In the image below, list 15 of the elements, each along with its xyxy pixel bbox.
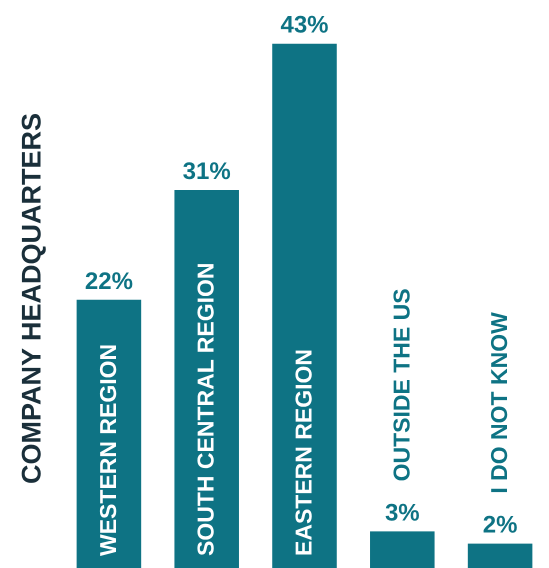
data-label: 43% <box>280 12 329 39</box>
bar <box>468 544 532 568</box>
data-label: 22% <box>84 268 133 295</box>
data-label: 31% <box>182 158 231 186</box>
data-label: 2% <box>482 512 518 539</box>
bar <box>272 44 337 568</box>
y-axis-title: COMPANY HEADQUARTERS <box>16 112 46 484</box>
x-tick-label: EASTERN REGION <box>290 348 316 556</box>
bar <box>370 531 435 568</box>
x-tick-label: I DO NOT KNOW <box>486 312 512 494</box>
x-tick-label: WESTERN REGION <box>94 344 121 556</box>
x-tick-label: SOUTH CENTRAL REGION <box>192 262 219 556</box>
x-tick-label: OUTSIDE THE US <box>388 288 414 482</box>
bar <box>174 190 239 568</box>
data-label: 3% <box>384 499 420 526</box>
